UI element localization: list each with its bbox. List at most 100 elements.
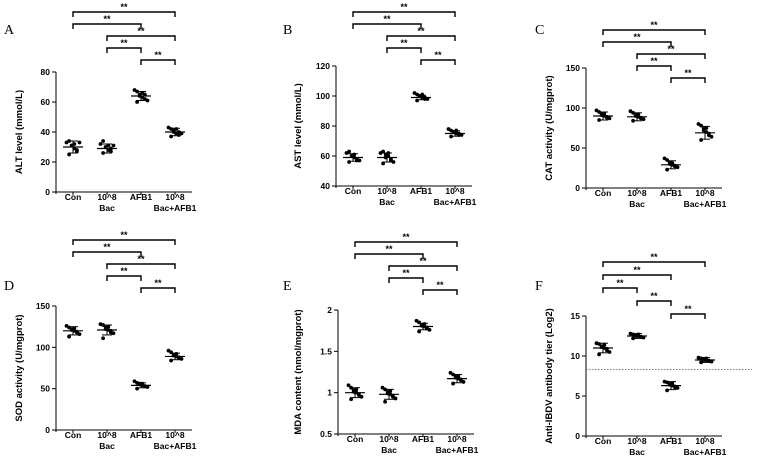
y-axis-title: MDA content (nmol/mgprot) <box>293 309 304 434</box>
category-label: Bac+AFB1 <box>434 197 477 207</box>
data-group <box>131 379 151 391</box>
significance-bracket <box>602 274 672 280</box>
data-point <box>111 143 116 148</box>
category-label: Con <box>347 434 364 444</box>
data-point <box>77 140 82 145</box>
panel-letter: F <box>535 279 543 294</box>
data-point <box>383 399 387 404</box>
y-tick-label: 2 <box>327 305 332 315</box>
data-point <box>179 357 184 361</box>
data-point <box>699 123 703 128</box>
category-label: 10^8 <box>695 188 714 198</box>
data-group <box>413 318 433 334</box>
data-point <box>709 359 714 364</box>
category-label: Bac <box>629 199 645 209</box>
data-point <box>75 148 79 152</box>
data-group <box>63 323 83 339</box>
significance-label: ** <box>120 2 128 12</box>
y-tick-label: 50 <box>41 384 51 394</box>
y-tick-label: 150 <box>36 301 50 311</box>
category-label: AFB1 <box>130 192 152 202</box>
significance-label: ** <box>120 230 128 240</box>
data-group <box>165 348 185 363</box>
significance-label: ** <box>120 266 128 276</box>
category-label: Bac+AFB1 <box>684 199 727 209</box>
category-label: Con <box>65 192 82 202</box>
y-axis-title: CAT activity (U/mgprot) <box>544 75 555 180</box>
data-point <box>347 160 351 164</box>
significance-bracket <box>388 277 424 283</box>
y-tick-label: 120 <box>316 61 330 71</box>
data-point <box>597 352 601 357</box>
category-label: Con <box>595 436 612 446</box>
significance-label: ** <box>684 68 692 78</box>
data-point <box>391 160 396 164</box>
data-point <box>111 331 116 336</box>
significance-bracket <box>386 35 456 41</box>
y-tick-label: 100 <box>36 342 50 352</box>
significance-bracket <box>352 11 456 17</box>
significance-label: ** <box>419 256 427 266</box>
significance-bracket <box>106 47 142 53</box>
significance-label: ** <box>633 265 641 275</box>
category-label: 10^8 <box>445 186 464 196</box>
data-group <box>593 341 613 357</box>
significance-bracket <box>420 59 456 65</box>
data-point <box>675 386 680 390</box>
data-group <box>593 108 613 122</box>
data-point <box>607 116 612 121</box>
category-label: 10^8 <box>97 192 116 202</box>
chart-panel-e: E 0.5 1 1.5 2 MDA content (nmol/mgprot) Con 10^… <box>283 232 479 455</box>
category-label: 10^8 <box>97 430 116 440</box>
y-tick-label: 20 <box>41 157 51 167</box>
data-point <box>67 152 71 157</box>
data-group <box>379 385 399 404</box>
category-label: Bac+AFB1 <box>154 441 197 451</box>
data-point <box>346 383 351 388</box>
significance-bracket <box>670 77 706 83</box>
significance-label: ** <box>650 56 658 66</box>
significance-bracket <box>636 65 672 71</box>
significance-bracket <box>106 35 176 41</box>
significance-bracket <box>354 253 424 259</box>
data-point <box>135 100 140 104</box>
significance-bracket <box>422 289 458 295</box>
significance-bracket <box>140 59 176 65</box>
significance-bracket <box>386 47 422 53</box>
y-tick-label: 0 <box>575 431 580 441</box>
significance-label: ** <box>137 26 145 36</box>
significance-label: ** <box>650 20 658 30</box>
significance-label: ** <box>120 38 128 48</box>
chart-panel-d: D 0 50 100 150 SOD activity (U/mgprot) Con 10^8… <box>4 230 197 451</box>
category-label: 10^8 <box>379 434 398 444</box>
significance-label: ** <box>650 252 658 262</box>
y-tick-label: 80 <box>41 67 51 77</box>
y-tick-label: 40 <box>321 181 331 191</box>
category-label: AFB1 <box>660 188 682 198</box>
significance-label: ** <box>385 244 393 254</box>
significance-bracket <box>602 287 638 293</box>
y-axis-title: AST level (mmol/L) <box>293 83 304 169</box>
data-point <box>145 98 150 103</box>
significance-label: ** <box>400 2 408 12</box>
y-tick-label: 0 <box>45 425 50 435</box>
data-point <box>169 358 174 363</box>
data-point <box>347 149 351 154</box>
data-point <box>415 98 419 103</box>
data-group <box>377 149 397 166</box>
significance-label: ** <box>154 278 162 288</box>
data-point <box>101 336 105 341</box>
y-tick-label: 50 <box>571 143 581 153</box>
significance-label: ** <box>616 278 624 288</box>
significance-bracket <box>106 275 142 281</box>
category-label: 10^8 <box>627 436 646 446</box>
y-axis-title: SOD activity (U/mgprot) <box>14 314 25 421</box>
category-label: Con <box>345 186 362 196</box>
category-label: Bac+AFB1 <box>684 447 727 457</box>
significance-bracket <box>106 263 176 269</box>
data-group <box>97 139 117 155</box>
y-tick-label: 40 <box>41 127 51 137</box>
category-label: 10^8 <box>695 436 714 446</box>
y-tick-label: 100 <box>566 103 580 113</box>
significance-bracket <box>388 265 458 271</box>
